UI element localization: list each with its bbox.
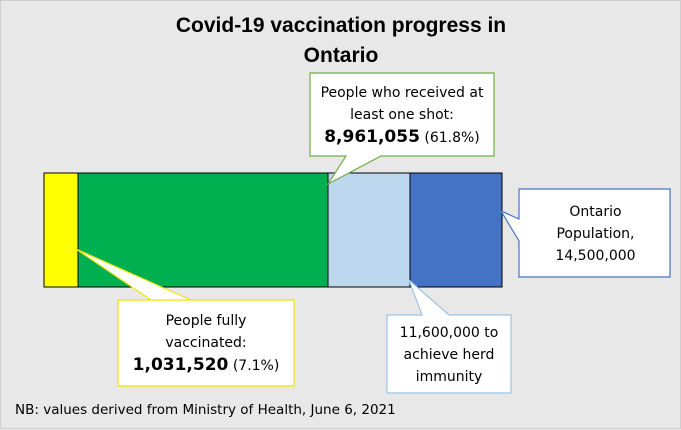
bar-segment-fully-vaccinated <box>43 172 79 288</box>
callout-one-shot-line2: least one shot: <box>350 106 454 123</box>
callout-one-shot-value-row: 8,961,055 (61.8%) <box>324 126 480 149</box>
callout-one-shot-pct: (61.8%) <box>424 129 480 146</box>
bar-segment-herd-immunity <box>327 172 411 288</box>
callout-one-shot-shape <box>309 72 495 186</box>
callout-fully-pct: (7.1%) <box>232 357 280 374</box>
callout-fully-shape <box>75 248 295 387</box>
callout-fully-line2: vaccinated: <box>165 334 247 351</box>
chart-title-line1: Covid-19 vaccination progress in <box>175 14 507 37</box>
callout-one-shot-line1: People who received at <box>320 84 484 101</box>
callout-fully-value: 1,031,520 <box>132 354 229 375</box>
callout-herd-shape <box>386 279 512 394</box>
callout-fully-line1: People fully <box>165 312 247 329</box>
chart-title: Covid-19 vaccination progress in Ontario <box>141 11 541 71</box>
callout-herd: 11,600,000 to achieve herd immunity <box>387 317 511 393</box>
chart-title-line2: Ontario <box>303 44 379 67</box>
callout-population-line3: 14,500,000 <box>555 248 636 264</box>
callout-herd-line1: 11,600,000 to <box>399 325 499 341</box>
bar-segment-population <box>409 172 503 288</box>
callout-herd-line2: achieve herd <box>403 347 495 363</box>
callout-one-shot-value: 8,961,055 <box>324 126 420 147</box>
callout-population: Ontario Population, 14,500,000 <box>521 191 670 277</box>
callout-herd-line3: immunity <box>415 369 483 385</box>
footnote: NB: values derived from Ministry of Heal… <box>15 402 396 418</box>
callout-population-line1: Ontario <box>569 204 622 220</box>
callout-fully-value-row: 1,031,520 (7.1%) <box>133 354 280 377</box>
callout-one-shot: People who received at least one shot: 8… <box>310 75 494 155</box>
callout-population-shape <box>499 188 671 278</box>
callout-fully: People fully vaccinated: 1,031,520 (7.1%… <box>118 302 294 384</box>
callout-population-line2: Population, <box>556 226 635 242</box>
